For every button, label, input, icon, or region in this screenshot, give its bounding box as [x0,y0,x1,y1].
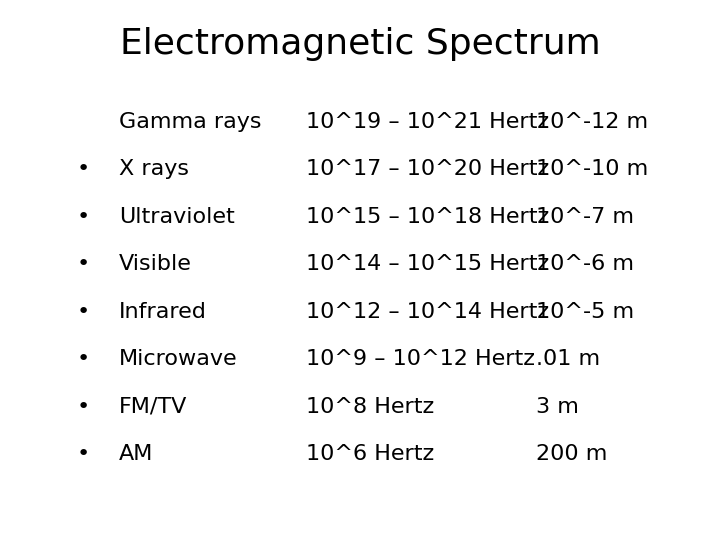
Text: Gamma rays: Gamma rays [119,111,261,132]
Text: 10^15 – 10^18 Hertz: 10^15 – 10^18 Hertz [306,206,549,227]
Text: 10^-5 m: 10^-5 m [536,301,634,322]
Text: 10^12 – 10^14 Hertz: 10^12 – 10^14 Hertz [306,301,549,322]
Text: Infrared: Infrared [119,301,207,322]
Text: •: • [76,301,89,322]
Text: 10^-10 m: 10^-10 m [536,159,649,179]
Text: 200 m: 200 m [536,444,608,464]
Text: •: • [76,396,89,417]
Text: Visible: Visible [119,254,192,274]
Text: 10^17 – 10^20 Hertz: 10^17 – 10^20 Hertz [306,159,549,179]
Text: X rays: X rays [119,159,189,179]
Text: Ultraviolet: Ultraviolet [119,206,235,227]
Text: •: • [76,159,89,179]
Text: 10^-12 m: 10^-12 m [536,111,649,132]
Text: .01 m: .01 m [536,349,600,369]
Text: 10^14 – 10^15 Hertz: 10^14 – 10^15 Hertz [306,254,549,274]
Text: FM/TV: FM/TV [119,396,187,417]
Text: •: • [76,444,89,464]
Text: •: • [76,349,89,369]
Text: •: • [76,206,89,227]
Text: 10^-7 m: 10^-7 m [536,206,634,227]
Text: 10^8 Hertz: 10^8 Hertz [306,396,434,417]
Text: 10^9 – 10^12 Hertz: 10^9 – 10^12 Hertz [306,349,535,369]
Text: Electromagnetic Spectrum: Electromagnetic Spectrum [120,27,600,61]
Text: AM: AM [119,444,153,464]
Text: 3 m: 3 m [536,396,580,417]
Text: •: • [76,254,89,274]
Text: 10^19 – 10^21 Hertz: 10^19 – 10^21 Hertz [306,111,549,132]
Text: 10^6 Hertz: 10^6 Hertz [306,444,434,464]
Text: 10^-6 m: 10^-6 m [536,254,634,274]
Text: Microwave: Microwave [119,349,238,369]
